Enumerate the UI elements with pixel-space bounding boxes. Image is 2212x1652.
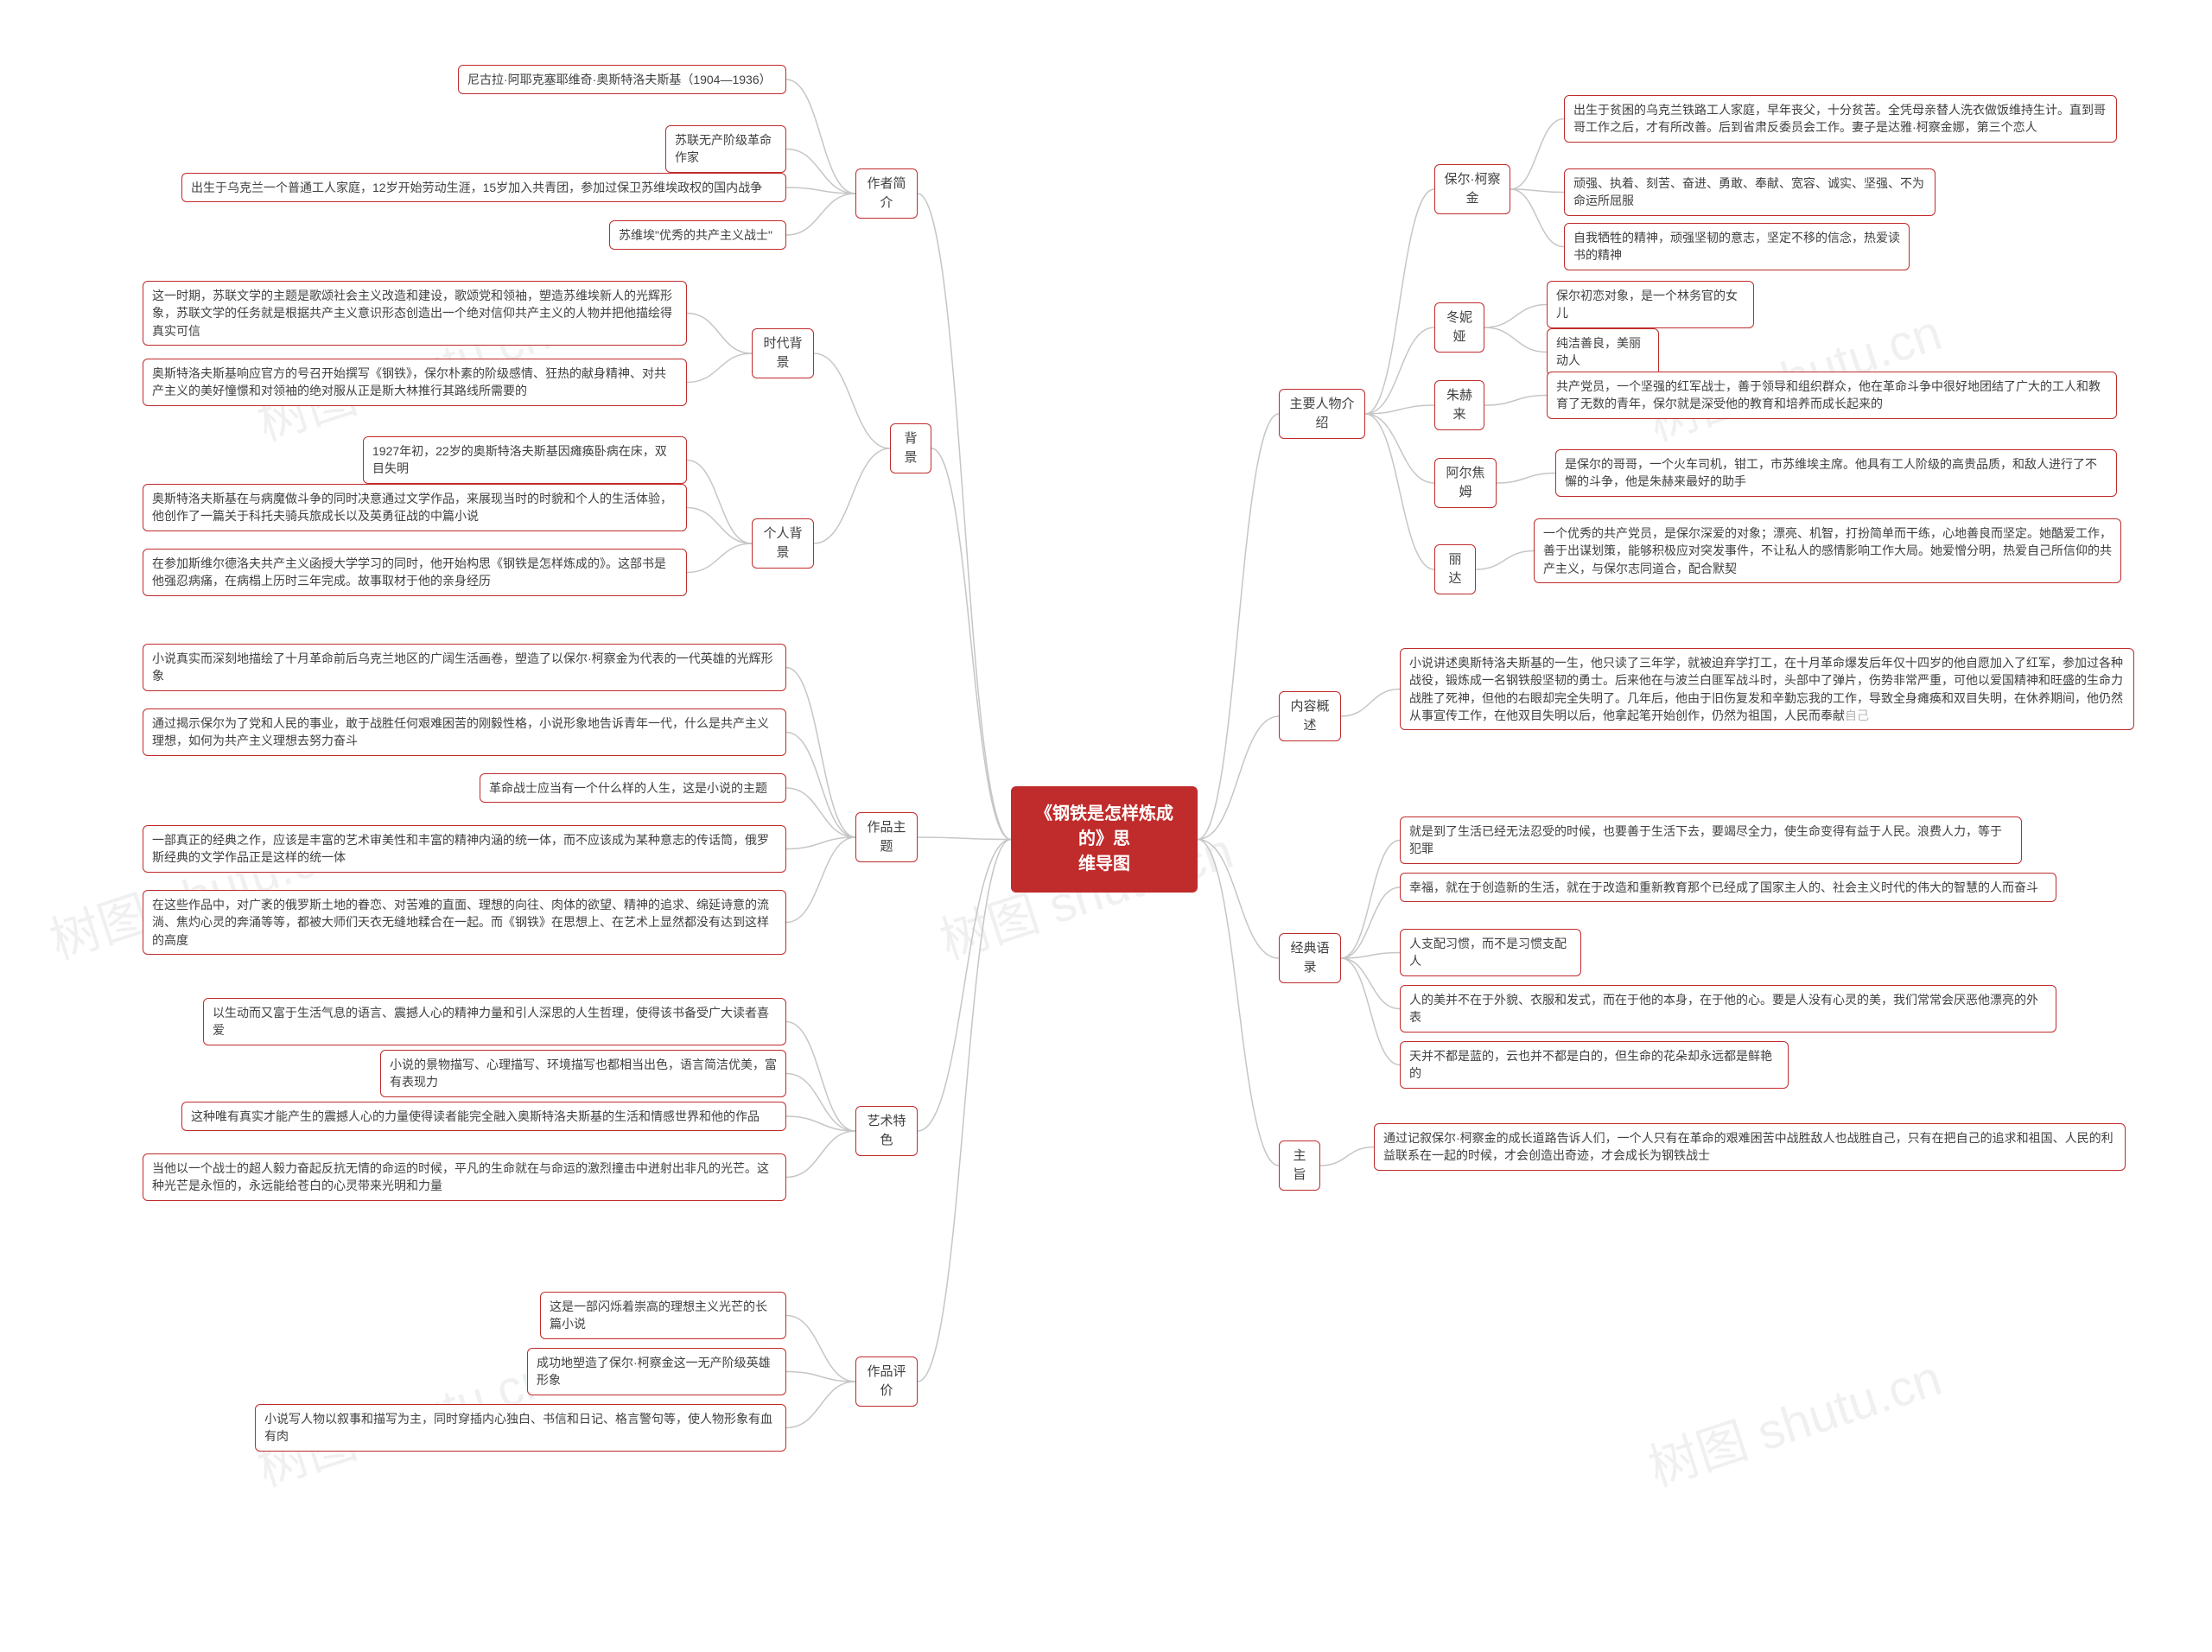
author-leaf-2: 出生于乌克兰一个普通工人家庭，12岁开始劳动生涯，15岁加入共青团，参加过保卫苏…: [181, 173, 786, 202]
branch-era-bg: 时代背景: [752, 328, 814, 378]
root-title-l1: 《钢铁是怎样炼成的》思: [1035, 804, 1173, 848]
theme-leaf-3: 一部真正的经典之作，应该是丰富的艺术审美性和丰富的精神内涵的统一体，而不应该成为…: [143, 825, 786, 873]
summary-faded-prefix: ，: [1772, 708, 1784, 722]
tonya-leaf-0: 保尔初恋对象，是一个林务官的女儿: [1547, 281, 1754, 328]
quote-leaf-4: 天并不都是蓝的，云也并不都是白的，但生命的花朵却永远都是鲜艳的: [1400, 1041, 1789, 1089]
author-leaf-1: 苏联无产阶级革命作家: [665, 125, 786, 173]
art-leaf-1: 小说的景物描写、心理描写、环境描写也都相当出色，语言简洁优美，富有表现力: [380, 1050, 786, 1097]
branch-theme: 作品主题: [855, 812, 918, 862]
char-paul: 保尔·柯察金: [1434, 164, 1510, 214]
branch-gist: 主旨: [1279, 1141, 1320, 1191]
char-artem: 阿尔焦姆: [1434, 458, 1497, 508]
tonya-leaf-1: 纯洁善良，美丽动人: [1547, 328, 1659, 376]
theme-leaf-1: 通过揭示保尔为了党和人民的事业，敢于战胜任何艰难困苦的刚毅性格，小说形象地告诉青…: [143, 708, 786, 756]
lida-leaf-0: 一个优秀的共产党员，是保尔深爱的对象；漂亮、机智，打扮简单而干练，心地善良而坚定…: [1534, 518, 2121, 583]
personal-leaf-0: 1927年初，22岁的奥斯特洛夫斯基因瘫痪卧病在床，双目失明: [363, 436, 687, 484]
personal-leaf-1: 奥斯特洛夫斯基在与病魔做斗争的同时决意通过文学作品，来展现当时的时貌和个人的生活…: [143, 484, 687, 531]
branch-quotes: 经典语录: [1279, 933, 1341, 983]
paul-leaf-2: 自我牺牲的精神，顽强坚韧的意志，坚定不移的信念，热爱读书的精神: [1564, 223, 1910, 270]
paul-leaf-0: 出生于贫困的乌克兰铁路工人家庭，早年丧父，十分贫苦。全凭母亲替人洗衣做饭维持生计…: [1564, 95, 2117, 143]
summary-leaf-0: 小说讲述奥斯特洛夫斯基的一生，他只读了三年学，就被迫弃学打工，在十月革命爆发后年…: [1400, 648, 2134, 730]
branch-summary: 内容概述: [1279, 691, 1341, 741]
era-leaf-0: 这一时期，苏联文学的主题是歌颂社会主义改造和建设，歌颂党和领袖，塑造苏维埃新人的…: [143, 281, 687, 346]
author-leaf-3: 苏维埃"优秀的共产主义战士": [609, 220, 786, 250]
art-leaf-2: 这种唯有真实才能产生的震撼人心的力量使得读者能完全融入奥斯特洛夫斯基的生活和情感…: [181, 1102, 786, 1131]
summary-faded: 自己: [1845, 708, 1869, 722]
root-node: 《钢铁是怎样炼成的》思 维导图: [1011, 786, 1198, 893]
branch-background: 背景: [890, 423, 931, 473]
theme-leaf-2: 革命战士应当有一个什么样的人生，这是小说的主题: [480, 773, 786, 803]
art-leaf-3: 当他以一个战士的超人毅力奋起反抗无情的命运的时候，平凡的生命就在与命运的激烈撞击…: [143, 1153, 786, 1201]
review-leaf-2: 小说写人物以叙事和描写为主，同时穿插内心独白、书信和日记、格言警句等，使人物形象…: [255, 1404, 786, 1452]
personal-leaf-2: 在参加斯维尔德洛夫共产主义函授大学学习的同时，他开始构思《钢铁是怎样炼成的》。这…: [143, 549, 687, 596]
branch-art: 艺术特色: [855, 1106, 918, 1156]
branch-author: 作者简介: [855, 168, 918, 219]
artem-leaf-0: 是保尔的哥哥，一个火车司机，钳工，市苏维埃主席。他具有工人阶级的高贵品质，和敌人…: [1555, 449, 2117, 497]
branch-personal-bg: 个人背景: [752, 518, 814, 569]
paul-leaf-1: 顽强、执着、刻苦、奋进、勇敢、奉献、宽容、诚实、坚强、不为命运所屈服: [1564, 168, 1936, 216]
quote-leaf-1: 幸福，就在于创造新的生活，就在于改造和重新教育那个已经成了国家主人的、社会主义时…: [1400, 873, 2056, 902]
era-leaf-1: 奥斯特洛夫斯基响应官方的号召开始撰写《钢铁》，保尔朴素的阶级感情、狂热的献身精神…: [143, 359, 687, 406]
char-zhuhelai: 朱赫来: [1434, 380, 1484, 430]
author-leaf-0: 尼古拉·阿耶克塞耶维奇·奥斯特洛夫斯基（1904—1936）: [458, 65, 786, 94]
zhuhelai-leaf-0: 共产党员，一个坚强的红军战士，善于领导和组织群众，他在革命斗争中很好地团结了广大…: [1547, 372, 2117, 419]
branch-review: 作品评价: [855, 1357, 918, 1407]
review-leaf-0: 这是一部闪烁着崇高的理想主义光芒的长篇小说: [540, 1292, 786, 1339]
branch-characters: 主要人物介绍: [1279, 389, 1365, 439]
char-tonya: 冬妮娅: [1434, 302, 1484, 353]
review-leaf-1: 成功地塑造了保尔·柯察金这一无产阶级英雄形象: [527, 1348, 786, 1395]
char-lida: 丽达: [1434, 544, 1476, 594]
root-title-l2: 维导图: [1078, 855, 1130, 874]
theme-leaf-0: 小说真实而深刻地描绘了十月革命前后乌克兰地区的广阔生活画卷，塑造了以保尔·柯察金…: [143, 644, 786, 691]
gist-leaf-0: 通过记叙保尔·柯察金的成长道路告诉人们，一个人只有在革命的艰难困苦中战胜敌人也战…: [1374, 1123, 2126, 1171]
quote-leaf-3: 人的美并不在于外貌、衣服和发式，而在于他的本身，在于他的心。要是人没有心灵的美，…: [1400, 985, 2056, 1032]
quote-leaf-0: 就是到了生活已经无法忍受的时候，也要善于生活下去，要竭尽全力，使生命变得有益于人…: [1400, 816, 2022, 864]
art-leaf-0: 以生动而又富于生活气息的语言、震撼人心的精神力量和引人深思的人生哲理，使得该书备…: [203, 998, 786, 1045]
quote-leaf-2: 人支配习惯，而不是习惯支配人: [1400, 929, 1581, 976]
theme-leaf-4: 在这些作品中，对广袤的俄罗斯土地的眷恋、对苦难的直面、理想的向往、肉体的欲望、精…: [143, 890, 786, 955]
